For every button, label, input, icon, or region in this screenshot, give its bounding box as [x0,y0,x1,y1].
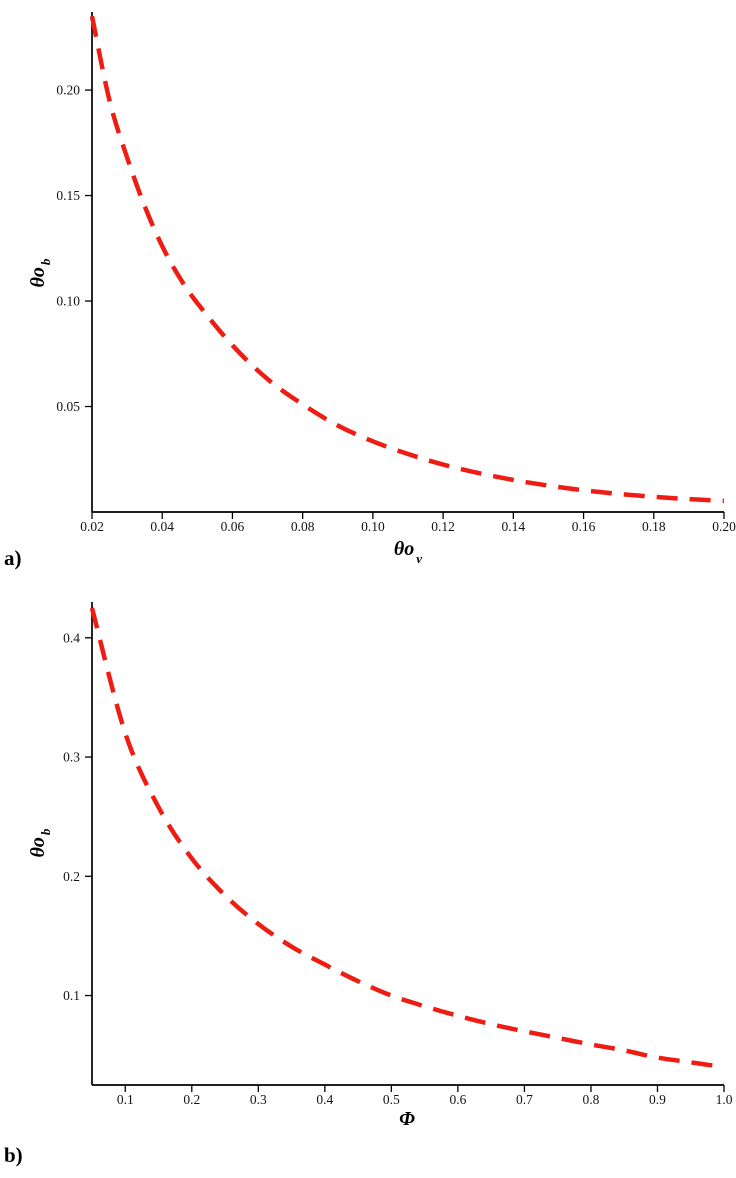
panel-label-b: b) [4,1143,23,1167]
x-tick-label: 0.04 [150,519,174,534]
chart-b-x-axis-label-main: Φ [399,1108,415,1130]
y-tick-label: 0.05 [56,399,80,414]
x-tick-label: 0.1 [117,1092,134,1107]
data-curve [89,607,725,1070]
x-tick-label: 0.16 [572,519,596,534]
panel-label-a: a) [4,546,22,570]
chart-b-y-axis-label-sub: b [38,828,53,836]
data-curve [89,15,725,504]
chart-b-y-axis-label-main: θo [26,837,49,858]
y-tick-label: 0.4 [63,630,80,645]
x-tick-label: 0.8 [583,1092,600,1107]
chart-a: 0.02 0.04 0.06 0.08 0.10 0.12 0.14 0.16 0.18 0.20… [0,0,736,588]
chart-b-canvas: 0.1 0.2 0.3 0.4 0.5 0.6 0.7 0.8 0.9 1.0 0.1 0.2 0.3 0… [63,602,733,1107]
x-tick-label: 0.08 [291,519,315,534]
x-tick-label: 0.14 [502,519,526,534]
y-tick-label: 0.2 [63,869,80,884]
x-tick-label: 0.18 [642,519,666,534]
x-tick-label: 0.02 [80,519,104,534]
chart-a-y-axis-label-main: θo [26,267,49,288]
chart-a-y-axis-label-sub: b [38,258,53,266]
y-tick-label: 0.15 [56,188,80,203]
y-tick-label: 0.3 [63,750,80,765]
y-tick-label: 0.20 [56,83,80,98]
chart-b-x-axis-label: Φ [363,1108,453,1131]
chart-b: 0.1 0.2 0.3 0.4 0.5 0.6 0.7 0.8 0.9 1.0 0.1 0.2 0.3 0… [0,588,736,1178]
chart-a-x-axis-label: θo v [363,538,453,566]
chart-a-y-axis-label: θo b [23,241,54,305]
x-tick-label: 0.5 [383,1092,400,1107]
x-tick-label: 0.10 [361,519,385,534]
x-tick-label: 0.06 [221,519,245,534]
x-tick-label: 0.3 [250,1092,267,1107]
y-tick-label: 0.1 [63,988,80,1003]
x-tick-label: 0.20 [712,519,736,534]
x-tick-label: 0.7 [516,1092,533,1107]
x-tick-label: 0.4 [316,1092,333,1107]
chart-a-x-axis-label-sub: v [416,551,423,566]
chart-a-canvas: 0.02 0.04 0.06 0.08 0.10 0.12 0.14 0.16 0.18 0.20… [56,12,736,534]
x-tick-label: 0.9 [649,1092,666,1107]
x-tick-label: 1.0 [716,1092,733,1107]
y-tick-label: 0.10 [56,294,80,309]
chart-b-y-axis-label: θo b [23,811,54,875]
x-tick-label: 0.2 [183,1092,200,1107]
chart-a-x-axis-label-main: θo [393,538,415,560]
x-tick-label: 0.6 [449,1092,466,1107]
x-tick-label: 0.12 [431,519,455,534]
